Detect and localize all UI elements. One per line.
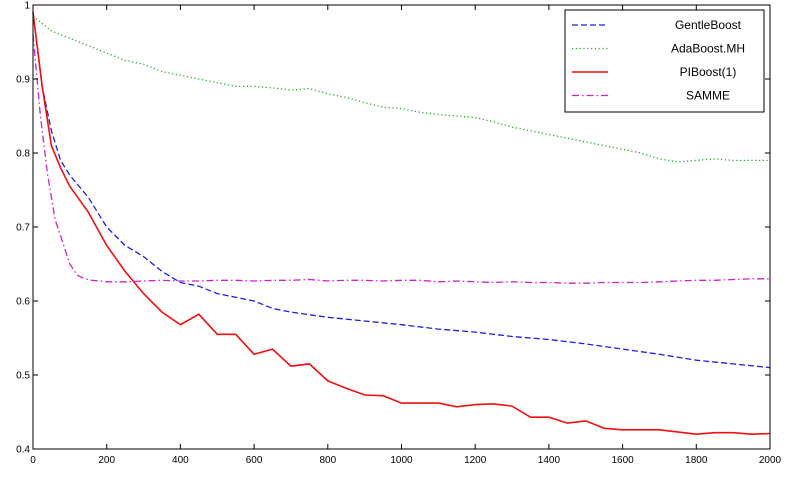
legend-label-piboost-1-: PIBoost(1) [680,65,737,79]
legend-label-adaboost-mh: AdaBoost.MH [671,42,745,56]
series-line-gentleboost [32,12,771,369]
series-line-samme [32,34,770,284]
x-tick-label: 1000 [390,455,413,466]
x-tick-label: 0 [30,455,36,466]
y-tick-label: 0.9 [16,75,30,86]
x-tick-label: 600 [246,455,263,466]
y-tick-label: 0.6 [16,297,30,308]
legend-box [564,9,765,113]
y-tick-label: 0.4 [16,445,30,456]
x-tick-label: 1600 [611,455,634,466]
axes-layer: 0 200 400 600 800 1000 1200 1400 1600 1800 2000 0.4… [16,1,781,467]
series-layer [32,12,771,436]
x-tick-label: 1400 [538,455,561,466]
y-tick-label: 0.5 [16,371,30,382]
x-tick-label: 2000 [759,455,782,466]
y-tick-label: 1 [24,1,30,12]
y-tick-label: 0.7 [16,223,30,234]
x-tick-label: 1800 [685,455,708,466]
x-tick-label: 800 [319,455,336,466]
x-tick-label: 200 [98,455,115,466]
x-tick-label: 400 [172,455,189,466]
series-line-piboost-1- [32,12,771,436]
x-tick-label: 1200 [464,455,487,466]
legend: GentleBoost AdaBoost.MH PIBoost(1) SAMME [564,9,765,113]
series-line-adaboost-mh [32,15,770,163]
legend-label-gentleboost: GentleBoost [675,18,742,32]
y-tick-label: 0.8 [16,149,30,160]
legend-label-samme: SAMME [686,89,730,103]
